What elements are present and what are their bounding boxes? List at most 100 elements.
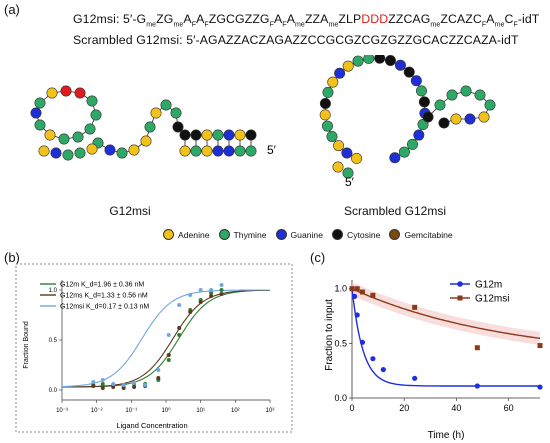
- sequence-token: me: [494, 21, 505, 29]
- sequence-token: me: [295, 21, 305, 29]
- sequence-token: F: [513, 21, 518, 29]
- binding-point-g12ms: [100, 386, 105, 390]
- binding-y-tick-label: 0.0: [49, 388, 58, 394]
- stability-point-g12m: [354, 312, 360, 318]
- sequence-token: F: [269, 21, 274, 29]
- binding-y-tick-label: 1.0: [49, 288, 58, 294]
- nucleotide-bead: [140, 135, 152, 147]
- nucleotide-bead: [394, 59, 406, 71]
- nucleotide-bead: [434, 99, 446, 111]
- binding-point-g12ms: [188, 310, 193, 314]
- nucleotide-bead: [212, 145, 224, 157]
- nucleotide-bead: [342, 60, 354, 72]
- binding-chart: 10⁻³ 10⁻² 10⁻¹ 10⁰ 10¹ 10² 10³ 0.0 0.5 1.0 G12m K…: [15, 263, 293, 433]
- nucleotide-bead: [478, 111, 490, 123]
- sequence-token: A: [286, 12, 295, 26]
- nucleotide-bead: [363, 55, 375, 64]
- nucleotide-bead: [418, 96, 430, 108]
- binding-point-g12msi: [166, 333, 171, 337]
- nucleotide-bead: [422, 111, 434, 123]
- binding-x-tick-label: 10⁻¹: [125, 408, 137, 414]
- nucleotide-bead: [223, 129, 235, 141]
- binding-point-g12msi: [198, 288, 203, 292]
- sequence-token: me: [430, 21, 441, 29]
- legend-cytosine: Cytosine: [332, 229, 380, 240]
- nucleotide-bead: [334, 67, 346, 79]
- nucleotide-bead: [438, 117, 450, 129]
- g12msi-sequence-body: GmeZGmeAFAFZGCGZZGFAFAmeZZAmeZLPDDDZZCAG…: [136, 12, 540, 29]
- binding-point-g12msi: [121, 383, 126, 387]
- sequence-token: F: [481, 21, 487, 29]
- binding-chart-frame: [15, 263, 293, 433]
- nucleotide-bead: [116, 147, 128, 159]
- nucleotide-bead: [44, 129, 56, 141]
- backbone-line: [427, 90, 491, 124]
- scrambled-g12msi-structure: [319, 55, 496, 179]
- nucleotide-bead: [60, 85, 72, 97]
- panel-c-label: (c): [310, 250, 326, 265]
- sequence-token: -idT: [517, 12, 540, 26]
- nucleotide-bead: [212, 129, 224, 141]
- stability-y-tick-label: 0.0: [334, 393, 347, 403]
- binding-point-g12ms: [209, 294, 214, 298]
- binding-point-g12m: [166, 358, 171, 362]
- nucleotide-bead: [86, 95, 98, 107]
- nucleotide-bead: [321, 120, 333, 132]
- nucleotide-bead: [384, 55, 396, 67]
- sequence-token: G: [136, 12, 147, 26]
- nucleotide-bead: [128, 144, 140, 156]
- legend-gemcitabine: Gemcitabine: [389, 229, 453, 240]
- nucleotide-bead: [333, 140, 345, 152]
- binding-legend-label: G12msi K_d=0.17 ± 0.13 nM: [60, 304, 149, 311]
- binding-point-g12m: [100, 382, 105, 386]
- stability-x-tick-label: 60: [504, 403, 514, 413]
- binding-point-g12msi: [188, 293, 193, 297]
- nucleotide-bead: [319, 109, 331, 121]
- binding-legend-label: G12m K_d=1.96 ± 0.36 nM: [60, 282, 144, 289]
- binding-point-g12ms: [132, 385, 137, 389]
- binding-chart-points: [91, 283, 224, 390]
- binding-point-g12msi: [156, 368, 161, 372]
- binding-chart-xlabel: Ligand Concentration: [116, 421, 187, 430]
- g12msi-caption: G12msi: [109, 204, 151, 218]
- scrambled-sequence: Scrambled G12msi: 5′-AGAZZACZAGAZZCCGCGZ…: [73, 33, 519, 47]
- nucleotide-bead: [223, 145, 235, 157]
- stability-chart-legend: G12m G12msi: [450, 280, 509, 305]
- nucleotide-bead: [86, 143, 98, 155]
- nucleotide-bead: [474, 89, 486, 101]
- binding-point-g12ms: [177, 326, 182, 330]
- binding-point-g12ms: [121, 386, 126, 390]
- nucleotide-bead: [415, 85, 427, 97]
- stability-point-g12m: [352, 293, 358, 299]
- legend-cytosine-label: Cytosine: [347, 229, 381, 240]
- nucleotide-bead: [327, 76, 339, 88]
- sequence-token: A: [486, 12, 495, 26]
- stability-legend-marker: [457, 295, 463, 301]
- g12msi-sequence-prefix: G12msi: 5′-: [73, 12, 137, 26]
- stability-chart-ylabel: Fraction to input: [324, 299, 335, 371]
- stability-chart-axes: 0 20 40 60 0.0 0.5 1.0: [334, 280, 540, 413]
- stability-point-g12msi: [537, 343, 543, 349]
- stability-point-g12m: [370, 356, 376, 362]
- backbone-line: [97, 104, 179, 154]
- binding-chart-axes: 10⁻³ 10⁻² 10⁻¹ 10⁰ 10¹ 10² 10³ 0.0 0.5 1.0: [49, 280, 274, 414]
- nucleotide-bead: [403, 66, 415, 78]
- stability-point-g12msi: [359, 289, 365, 295]
- binding-point-g12m: [219, 288, 224, 292]
- binding-chart-curves: [62, 289, 271, 388]
- binding-point-g12msi: [219, 283, 224, 287]
- binding-x-tick-label: 10⁻²: [91, 408, 103, 414]
- legend-adenine-label: Adenine: [178, 229, 210, 240]
- nucleotide-bead: [150, 107, 162, 119]
- nucleotide-bead: [170, 107, 182, 119]
- nucleotide-bead: [326, 130, 338, 142]
- sequence-token: C: [504, 12, 514, 26]
- nucleotide-bead: [34, 97, 46, 109]
- sequence-token: ZZA: [304, 12, 329, 26]
- nucleotide-bead: [398, 146, 410, 158]
- binding-chart-legend: G12m K_d=1.96 ± 0.36 nM G12ms K_d=1.33 ± …: [40, 282, 149, 311]
- stability-point-g12msi: [412, 304, 418, 310]
- g12msi-structure: [30, 85, 257, 161]
- stability-point-g12msi: [354, 286, 360, 292]
- stability-x-tick-label: 0: [349, 403, 354, 413]
